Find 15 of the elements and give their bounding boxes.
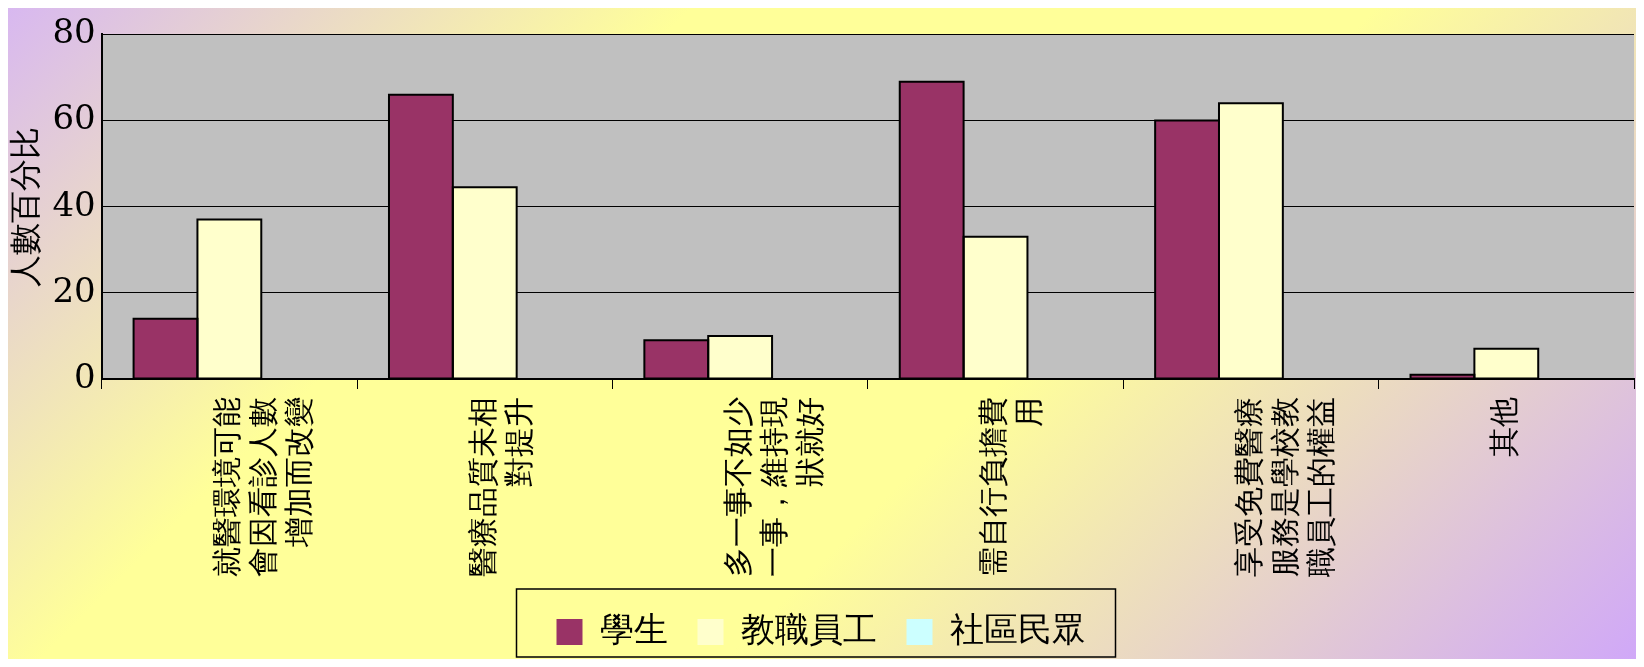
y-tick-label: 80 xyxy=(52,11,96,52)
y-tick-label: 60 xyxy=(52,97,96,138)
legend-label: 學生 xyxy=(599,608,668,649)
y-tick-label: 0 xyxy=(74,355,96,396)
x-tick-label: 需自行負擔費用 xyxy=(975,397,1047,577)
y-axis-title: 人數百分比 xyxy=(5,126,44,287)
x-tick-label: 就醫環境可能會因看診人數增加而改變 xyxy=(209,397,317,577)
x-tick-label: 享受免費醫療服務是學校教職員工的權益 xyxy=(1230,397,1338,577)
y-tick-label: 20 xyxy=(52,269,96,310)
x-tick-label: 多一事不如少一事，維持現狀就好 xyxy=(719,397,827,577)
x-tick-label: 其他 xyxy=(1486,397,1522,457)
legend-label: 教職員工 xyxy=(740,608,877,649)
x-tick-label: 醫療品質未相對提升 xyxy=(464,397,536,577)
legend-label: 社區民眾 xyxy=(949,608,1086,649)
y-tick-label: 40 xyxy=(52,183,96,224)
